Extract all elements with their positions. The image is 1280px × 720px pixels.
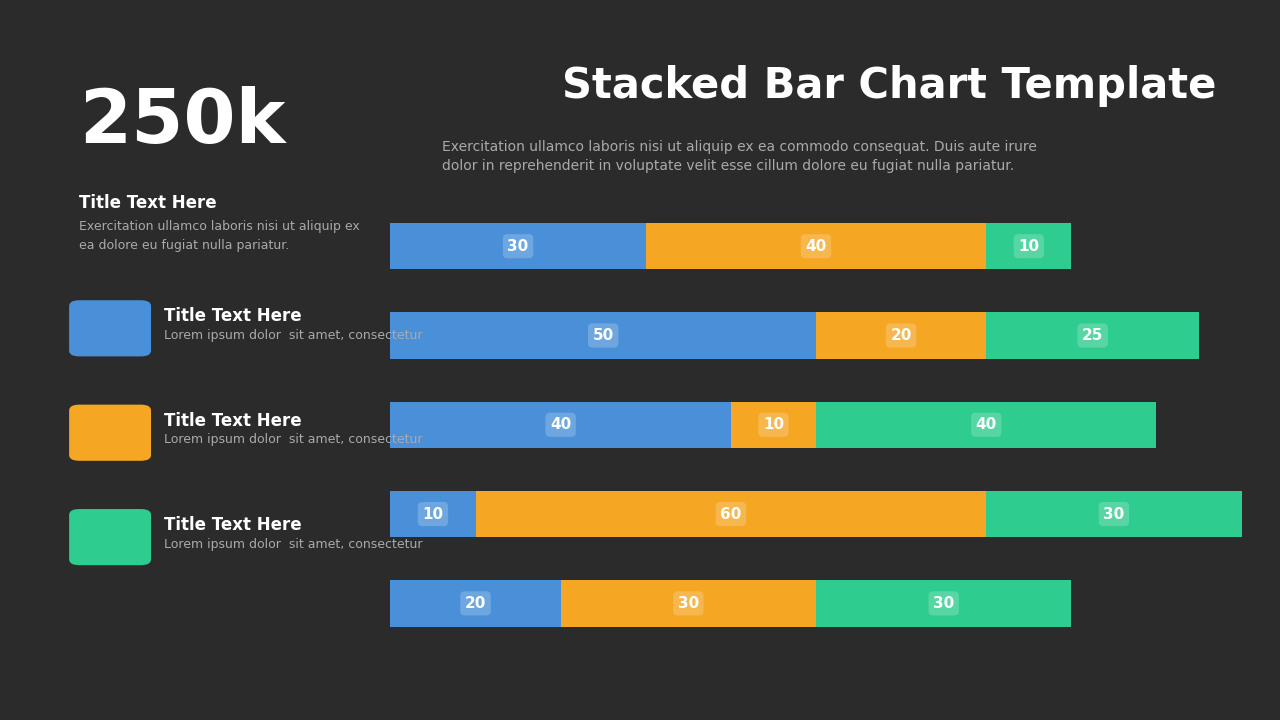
Bar: [986, 491, 1242, 537]
Bar: [390, 491, 476, 537]
Bar: [986, 312, 1199, 359]
Bar: [390, 223, 646, 269]
Bar: [817, 402, 1156, 448]
Text: 10: 10: [763, 418, 785, 432]
Bar: [390, 402, 731, 448]
Text: 10: 10: [422, 507, 444, 521]
Text: 30: 30: [933, 596, 955, 611]
Text: 30: 30: [1103, 507, 1125, 521]
Text: ea dolore eu fugiat nulla pariatur.: ea dolore eu fugiat nulla pariatur.: [79, 239, 289, 252]
Text: Exercitation ullamco laboris nisi ut aliquip ex ea commodo consequat. Duis aute : Exercitation ullamco laboris nisi ut ali…: [442, 140, 1037, 154]
Text: Lorem ipsum dolor  sit amet, consectetur: Lorem ipsum dolor sit amet, consectetur: [164, 433, 422, 446]
Text: 30: 30: [507, 239, 529, 253]
Text: Title Text Here: Title Text Here: [164, 412, 302, 430]
Text: 40: 40: [550, 418, 571, 432]
Text: Lorem ipsum dolor  sit amet, consectetur: Lorem ipsum dolor sit amet, consectetur: [164, 329, 422, 342]
Bar: [390, 312, 817, 359]
Text: Lorem ipsum dolor  sit amet, consectetur: Lorem ipsum dolor sit amet, consectetur: [164, 538, 422, 551]
Text: 25: 25: [1082, 328, 1103, 343]
Text: 30: 30: [677, 596, 699, 611]
Text: 50: 50: [593, 328, 614, 343]
Text: 40: 40: [805, 239, 827, 253]
Text: 60: 60: [721, 507, 741, 521]
Bar: [561, 580, 817, 626]
Text: 10: 10: [1018, 239, 1039, 253]
Bar: [476, 491, 986, 537]
Bar: [986, 223, 1071, 269]
Text: 20: 20: [891, 328, 911, 343]
Text: dolor in reprehenderit in voluptate velit esse cillum dolore eu fugiat nulla par: dolor in reprehenderit in voluptate veli…: [442, 159, 1014, 173]
Text: Title Text Here: Title Text Here: [164, 307, 302, 325]
Text: Title Text Here: Title Text Here: [79, 194, 218, 212]
Bar: [646, 223, 987, 269]
Bar: [731, 402, 817, 448]
Bar: [390, 580, 561, 626]
Text: Title Text Here: Title Text Here: [164, 516, 302, 534]
Text: 250k: 250k: [79, 86, 285, 159]
Text: 40: 40: [975, 418, 997, 432]
Bar: [817, 312, 986, 359]
Text: Stacked Bar Chart Template: Stacked Bar Chart Template: [562, 65, 1217, 107]
Text: Exercitation ullamco laboris nisi ut aliquip ex: Exercitation ullamco laboris nisi ut ali…: [79, 220, 360, 233]
Bar: [817, 580, 1071, 626]
Text: 20: 20: [465, 596, 486, 611]
